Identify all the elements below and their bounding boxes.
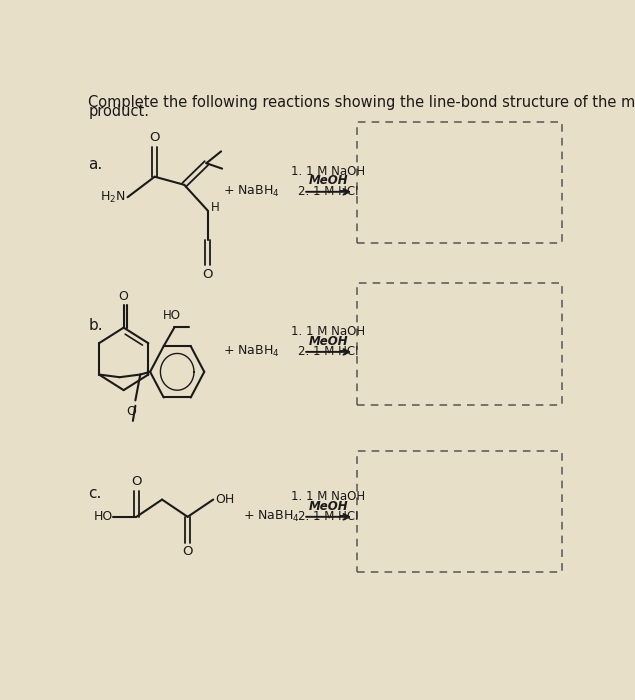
Text: 2. 1 M HCI: 2. 1 M HCI	[298, 510, 359, 523]
Bar	[358, 122, 562, 243]
Text: MeOH: MeOH	[309, 500, 348, 512]
Bar	[358, 451, 562, 572]
Text: MeOH: MeOH	[309, 335, 348, 348]
Text: a.: a.	[88, 157, 102, 172]
Text: c.: c.	[88, 486, 102, 500]
Text: 1. 1 M NaOH: 1. 1 M NaOH	[291, 490, 366, 503]
Text: O: O	[203, 268, 213, 281]
Text: b.: b.	[88, 318, 103, 333]
Text: 1. 1 M NaOH: 1. 1 M NaOH	[291, 326, 366, 338]
Bar	[358, 284, 562, 405]
Text: 2. 1 M HCI: 2. 1 M HCI	[298, 345, 359, 358]
Text: product.: product.	[88, 104, 149, 119]
Text: HO: HO	[163, 309, 181, 322]
Text: + NaBH$_4$: + NaBH$_4$	[224, 184, 280, 199]
Text: H: H	[211, 202, 220, 214]
Text: 1. 1 M NaOH: 1. 1 M NaOH	[291, 165, 366, 178]
Text: 2. 1 M HCI: 2. 1 M HCI	[298, 185, 359, 197]
Text: OH: OH	[216, 493, 235, 506]
Text: H$_2$N: H$_2$N	[100, 190, 125, 204]
Text: O: O	[119, 290, 129, 303]
Text: + NaBH$_4$: + NaBH$_4$	[243, 510, 300, 524]
Text: O: O	[131, 475, 142, 489]
Text: MeOH: MeOH	[309, 174, 348, 188]
Text: O: O	[126, 405, 137, 418]
Text: + NaBH$_4$: + NaBH$_4$	[224, 344, 280, 359]
Text: Complete the following reactions showing the line-bond structure of the main org: Complete the following reactions showing…	[88, 94, 635, 110]
Text: O: O	[182, 545, 193, 559]
Text: O: O	[149, 131, 160, 144]
Text: HO: HO	[93, 510, 113, 524]
